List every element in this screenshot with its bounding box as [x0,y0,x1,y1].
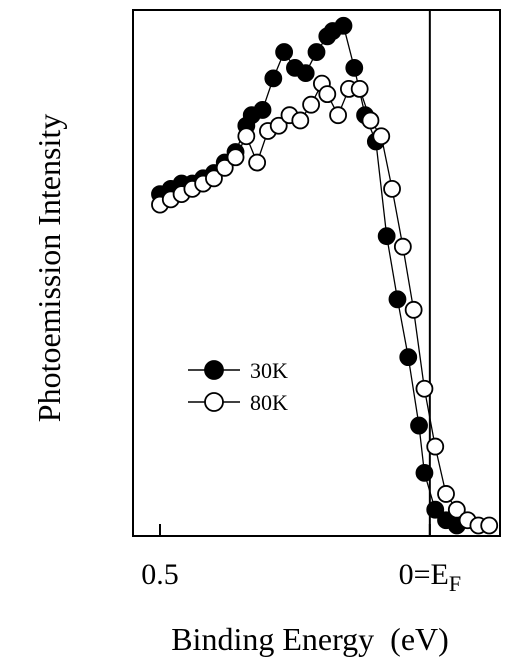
data-point-80K [269,116,288,135]
data-point-80K [361,111,380,130]
x-tick-label: 0.5 [141,558,179,591]
series-line-80K [159,82,490,527]
data-point-80K [393,237,412,256]
data-point-80K [248,153,267,172]
data-point-30K [296,64,315,83]
data-point-80K [383,179,401,198]
data-point-80K [302,95,321,114]
data-point-30K [399,348,418,367]
data-point-30K [345,58,364,77]
data-point-80K [447,500,466,519]
data-point-30K [377,227,396,246]
data-point-80K [415,379,434,398]
data-point-80K [480,516,499,535]
data-point-30K [388,290,407,309]
data-point-30K [410,416,428,435]
data-point-80K [215,158,234,177]
data-point-30K [307,43,326,61]
data-point-30K [253,101,272,119]
data-point-30K [334,16,353,35]
ticks-layer: 0.5 0=EF [141,524,461,596]
data-point-80K [350,80,369,98]
data-points-layer [151,16,499,535]
data-point-80K [329,106,347,125]
legend-label-30K: 30K [250,358,288,383]
data-point-80K [291,111,310,130]
data-point-30K [275,43,294,61]
legend-marker-80K [204,392,224,412]
data-point-30K [415,463,434,482]
data-point-80K [237,127,256,146]
plot-area [132,9,501,537]
data-point-80K [372,127,391,146]
legend-label-80K: 80K [250,390,288,415]
y-axis-label: Photoemission Intensity [31,114,67,422]
data-point-80K [437,485,455,503]
data-point-80K [404,300,423,319]
plot-frame [132,9,501,537]
legend-marker-30K [204,360,224,380]
data-point-80K [205,169,223,188]
data-point-30K [426,500,445,519]
x-tick-label: 0=EF [399,558,462,596]
data-point-80K [426,437,445,456]
x-axis-label: Binding Energy (eV) [171,621,449,657]
data-point-80K [318,85,337,104]
data-point-30K [264,69,283,88]
data-point-80K [226,148,245,167]
